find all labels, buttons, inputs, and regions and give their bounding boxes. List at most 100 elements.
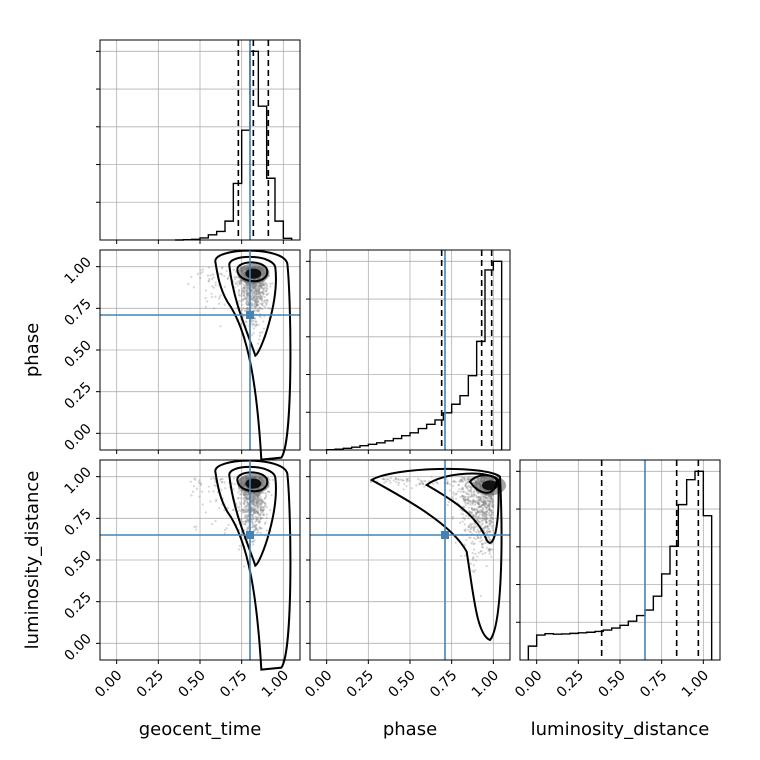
sample-point [476,510,479,513]
sample-point [243,565,246,568]
sample-point [406,479,409,482]
sample-point [467,489,470,492]
sample-point [252,497,255,500]
sample-point [251,324,254,327]
sample-point [190,275,193,278]
sample-point [263,284,266,288]
sample-point [476,510,480,514]
sample-point [258,290,261,294]
sample-point [239,299,243,302]
sample-point [263,299,266,302]
sample-point [252,501,255,504]
xlabel-geocent-time: geocent_time [139,719,262,740]
sample-point [245,515,248,518]
sample-point [488,513,491,516]
sample-point [482,498,485,501]
sample-point [436,482,439,485]
sample-point [236,497,239,500]
sample-point [483,499,486,502]
sample-point [253,317,256,320]
sample-point [488,495,491,498]
sample-point [472,525,475,528]
x-tick-label: 1.00 [469,668,502,701]
sample-point [252,296,255,299]
sample-point [474,559,477,562]
sample-point [242,493,245,497]
sample-point [483,503,487,506]
sample-point [208,277,211,281]
sample-point [252,327,256,330]
sample-point [263,295,266,299]
sample-point [256,511,259,514]
sample-point [251,322,255,326]
sample-point [470,491,473,494]
density-peak [482,480,498,491]
sample-point [252,508,255,511]
sample-point [490,516,493,519]
sample-point [255,493,258,496]
sample-point [243,502,246,505]
sample-point [257,291,260,294]
panel-hist-luminosity-distance: 0.00 0.25 0.50 0.75 1.00 [512,459,721,701]
sample-point [220,273,223,276]
sample-point [256,289,260,292]
sample-point [469,495,472,498]
sample-point [242,509,246,512]
sample-point [241,282,244,285]
sample-point [482,510,485,514]
sample-point [418,482,421,485]
sample-point [198,479,201,482]
sample-point [236,284,239,287]
sample-point [187,282,190,285]
sample-point [253,302,256,305]
sample-point [245,497,248,500]
sample-point [245,288,248,292]
panel-2d-phase-vs-geocent-time: 0.000.250.500.751.00 [61,249,301,461]
sample-point [492,524,495,527]
sample-point [486,499,489,502]
sample-point [253,525,256,528]
sample-point [260,297,264,300]
sample-point [261,509,264,513]
sample-point [252,503,255,506]
sample-point [255,500,258,504]
sample-point [488,500,492,504]
sample-point [245,307,248,310]
sample-point [475,508,479,512]
sample-point [255,516,258,520]
sample-point [212,490,215,493]
sample-point [265,293,268,296]
sample-point [487,499,490,502]
sample-point [491,505,494,508]
sample-point [484,501,487,505]
sample-point [247,289,250,292]
x-tick-label: 0.00 [302,668,335,701]
sample-point [261,307,264,311]
sample-point [244,309,247,312]
sample-point [394,478,398,481]
sample-point [489,495,492,498]
sample-point [242,503,246,506]
sample-point [261,302,264,305]
sample-point [492,511,495,514]
sample-point [244,519,248,523]
sample-point [253,510,257,513]
sample-point [256,496,260,499]
sample-point [251,297,254,301]
sample-point [255,303,259,306]
sample-point [253,525,257,529]
sample-point [468,510,472,514]
sample-point [239,493,242,496]
sample-point [446,503,449,507]
sample-point [256,493,259,496]
sample-point [460,475,463,479]
sample-point [488,498,491,501]
sample-point [477,501,480,504]
sample-point [254,527,257,530]
sample-point [477,502,480,506]
sample-point [255,494,258,497]
sample-point [245,493,248,496]
sample-point [484,515,488,518]
sample-point [255,507,258,511]
sample-point [212,286,216,289]
